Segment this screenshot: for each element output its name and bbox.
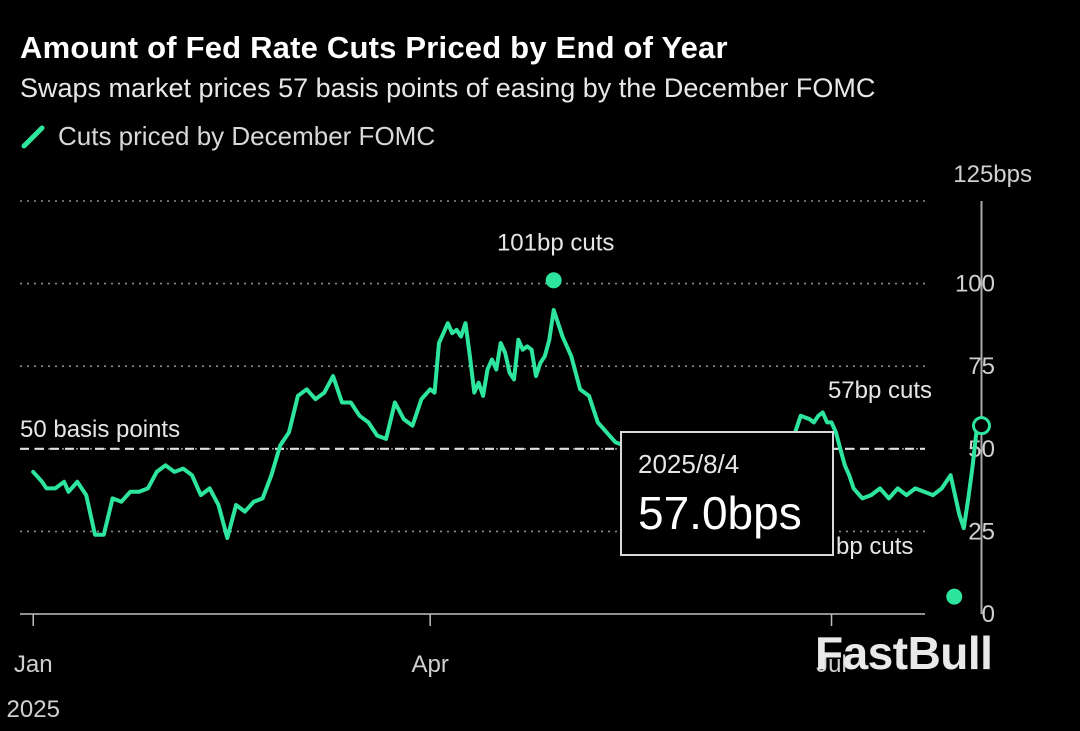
peak-marker	[545, 272, 562, 289]
current-marker	[971, 416, 991, 436]
x-tick-label-apr: Apr	[411, 651, 448, 678]
legend-line-icon	[21, 125, 45, 148]
legend-label: Cuts priced by December FOMC	[58, 121, 436, 151]
y-tick-label-125: 125bps	[953, 161, 1032, 188]
x-tick-label-jan: Jan	[14, 651, 53, 678]
series-line-cuts-priced	[31, 308, 984, 540]
annotation-current: 57bp cuts	[828, 377, 932, 404]
annotation-peak: 101bp cuts	[497, 229, 614, 256]
annotation-trough: bp cuts	[836, 533, 913, 560]
reference-line-label: 50 basis points	[20, 416, 180, 443]
y-tick-label-100: 100	[955, 271, 995, 298]
hover-tooltip: 2025/8/4 57.0bps	[620, 431, 834, 556]
x-year-label: 2025	[7, 696, 60, 723]
chart-title: Amount of Fed Rate Cuts Priced by End of…	[20, 30, 728, 65]
tooltip-value: 57.0bps	[638, 487, 802, 539]
x-tick-label-jul: Jul	[816, 651, 847, 678]
trough-marker	[946, 588, 963, 605]
legend: Cuts priced by December FOMC	[20, 121, 435, 152]
watermark-logo: FastBull	[815, 627, 993, 679]
tooltip-date: 2025/8/4	[638, 449, 740, 479]
chart-subtitle: Swaps market prices 57 basis points of e…	[20, 73, 876, 103]
y-tick-label-0: 0	[982, 601, 995, 628]
